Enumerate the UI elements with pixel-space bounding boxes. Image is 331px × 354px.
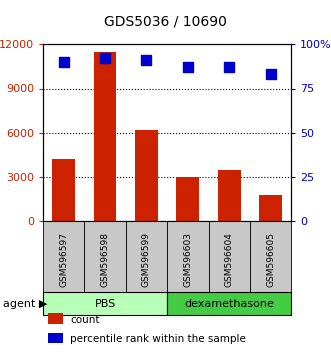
Bar — [176, 177, 199, 221]
Text: GSM596597: GSM596597 — [59, 232, 68, 287]
Text: agent ▶: agent ▶ — [3, 298, 48, 309]
Point — [185, 64, 191, 70]
FancyBboxPatch shape — [250, 221, 291, 292]
Point — [61, 59, 66, 65]
Text: GSM596605: GSM596605 — [266, 232, 275, 287]
Text: count: count — [71, 315, 100, 325]
Bar — [94, 52, 117, 221]
FancyBboxPatch shape — [43, 292, 167, 315]
Point — [103, 56, 108, 61]
Point — [268, 72, 273, 77]
FancyBboxPatch shape — [167, 221, 209, 292]
Bar — [52, 159, 75, 221]
Text: GSM596598: GSM596598 — [101, 232, 110, 287]
Text: GSM596599: GSM596599 — [142, 232, 151, 287]
Text: dexamethasone: dexamethasone — [184, 298, 274, 309]
Text: GDS5036 / 10690: GDS5036 / 10690 — [104, 14, 227, 28]
Bar — [218, 170, 241, 221]
Text: PBS: PBS — [94, 298, 116, 309]
Bar — [48, 333, 63, 343]
Bar — [48, 313, 63, 324]
Bar — [135, 130, 158, 221]
FancyBboxPatch shape — [167, 292, 291, 315]
Bar — [259, 195, 282, 221]
Text: percentile rank within the sample: percentile rank within the sample — [71, 334, 246, 344]
FancyBboxPatch shape — [209, 221, 250, 292]
FancyBboxPatch shape — [84, 221, 126, 292]
FancyBboxPatch shape — [126, 221, 167, 292]
Point — [144, 57, 149, 63]
Text: GSM596603: GSM596603 — [183, 232, 192, 287]
Text: GSM596604: GSM596604 — [225, 232, 234, 287]
FancyBboxPatch shape — [43, 221, 84, 292]
Point — [226, 64, 232, 70]
